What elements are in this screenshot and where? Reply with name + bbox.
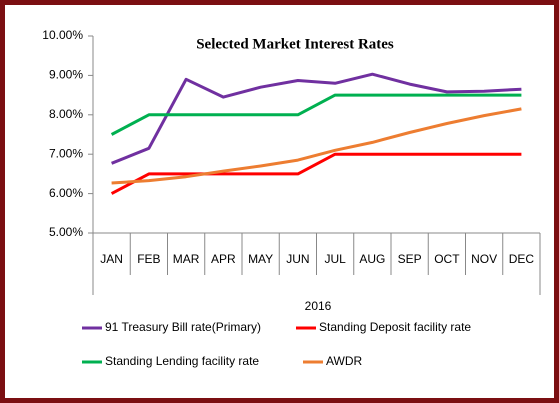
chart-title: Selected Market Interest Rates	[196, 36, 394, 52]
y-tick-label: 7.00%	[49, 146, 83, 160]
x-tick-label: OCT	[434, 252, 460, 266]
legend-label: Standing Lending facility rate	[105, 354, 259, 368]
legend-label: AWDR	[326, 354, 363, 368]
y-tick-label: 6.00%	[49, 186, 83, 200]
chart: Selected Market Interest Rates 2016 5.00…	[42, 28, 541, 368]
x-tick-label: APR	[211, 252, 236, 266]
x-tick-label: JUN	[286, 252, 309, 266]
legend-label: Standing Deposit facility rate	[319, 320, 471, 334]
x-tick-label: JAN	[100, 252, 123, 266]
series-line	[110, 152, 522, 195]
x-tick-label: MAR	[173, 252, 200, 266]
series-line	[111, 72, 522, 165]
series-line	[111, 107, 522, 185]
y-tick-label: 9.00%	[49, 68, 83, 82]
series-line	[110, 93, 522, 136]
y-tick-label: 5.00%	[49, 225, 83, 239]
x-axis-label: 2016	[305, 299, 332, 313]
legend-label: 91 Treasury Bill rate(Primary)	[105, 320, 261, 334]
x-tick-label: MAY	[248, 252, 273, 266]
x-tick-label: FEB	[137, 252, 160, 266]
x-tick-label: DEC	[509, 252, 535, 266]
x-tick-label: NOV	[471, 252, 497, 266]
y-tick-label: 10.00%	[42, 28, 83, 42]
x-tick-label: SEP	[398, 252, 422, 266]
x-tick-label: AUG	[359, 252, 385, 266]
x-tick-label: JUL	[324, 252, 346, 266]
y-tick-label: 8.00%	[49, 107, 83, 121]
